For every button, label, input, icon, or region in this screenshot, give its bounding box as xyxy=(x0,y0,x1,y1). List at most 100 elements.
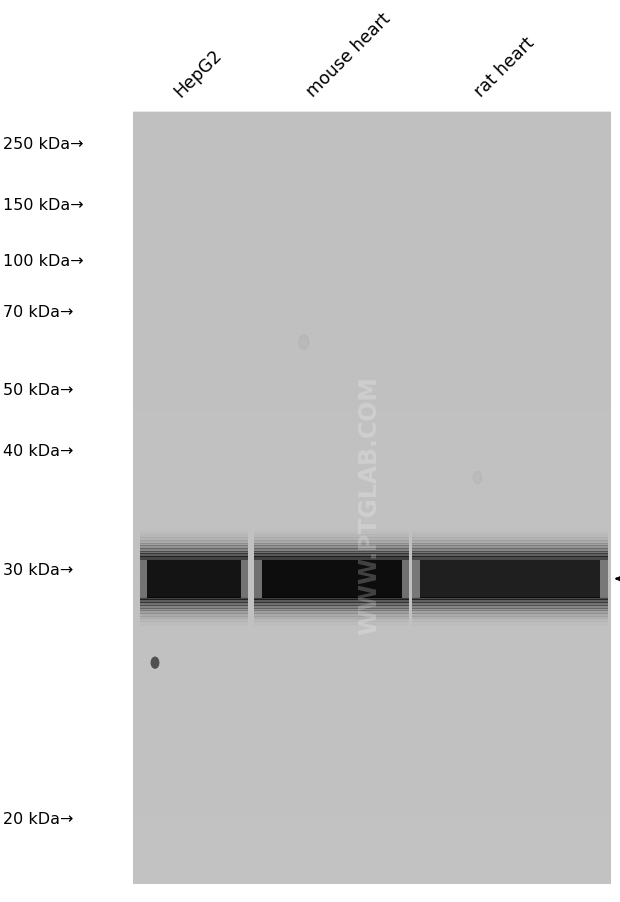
Bar xyxy=(412,608,608,612)
Bar xyxy=(412,527,608,530)
Bar xyxy=(140,608,248,612)
Text: mouse heart: mouse heart xyxy=(303,10,394,101)
Bar xyxy=(133,170,611,180)
Text: 150 kDa→: 150 kDa→ xyxy=(3,198,84,213)
Bar xyxy=(133,189,611,199)
Bar xyxy=(133,632,611,643)
Bar xyxy=(133,131,611,142)
Bar xyxy=(409,549,412,609)
Bar xyxy=(133,815,611,826)
Bar xyxy=(133,218,611,228)
Bar xyxy=(412,613,608,617)
Bar xyxy=(133,373,611,382)
Bar xyxy=(133,739,611,749)
Bar xyxy=(140,619,248,622)
Bar xyxy=(402,560,409,598)
Bar xyxy=(133,864,611,874)
Bar xyxy=(133,527,611,537)
Bar xyxy=(254,527,409,530)
Bar xyxy=(133,266,611,277)
Bar xyxy=(133,430,611,440)
Bar xyxy=(254,551,409,555)
Bar xyxy=(133,671,611,682)
Bar xyxy=(133,151,611,161)
Bar xyxy=(140,527,248,530)
Bar xyxy=(140,557,248,560)
Bar xyxy=(133,208,611,219)
Bar xyxy=(412,597,608,601)
Text: 70 kDa→: 70 kDa→ xyxy=(3,305,74,319)
Bar xyxy=(133,141,611,152)
Bar xyxy=(254,529,409,533)
Bar xyxy=(133,603,611,614)
Text: 100 kDa→: 100 kDa→ xyxy=(3,254,84,269)
Bar xyxy=(133,449,611,460)
Text: 40 kDa→: 40 kDa→ xyxy=(3,444,74,458)
Bar xyxy=(412,560,608,598)
Bar xyxy=(133,363,611,373)
Bar xyxy=(133,719,611,730)
Bar xyxy=(133,113,611,884)
Bar xyxy=(140,613,248,617)
Bar xyxy=(133,314,611,325)
Bar xyxy=(133,391,611,402)
Bar xyxy=(140,605,248,609)
Bar xyxy=(133,565,611,575)
Bar xyxy=(133,594,611,604)
Bar xyxy=(133,305,611,315)
Bar xyxy=(241,560,248,598)
Bar xyxy=(133,517,611,528)
Circle shape xyxy=(473,472,482,484)
Text: 50 kDa→: 50 kDa→ xyxy=(3,382,74,397)
Circle shape xyxy=(151,658,159,668)
Bar xyxy=(140,597,248,601)
Bar xyxy=(412,611,608,614)
Bar xyxy=(140,627,248,630)
Bar xyxy=(133,237,611,248)
Bar xyxy=(133,700,611,711)
Bar xyxy=(412,560,420,598)
Bar xyxy=(133,575,611,585)
Bar xyxy=(133,835,611,845)
Bar xyxy=(133,613,611,623)
Bar xyxy=(133,825,611,836)
Bar xyxy=(412,619,608,622)
Bar xyxy=(254,600,409,603)
Bar xyxy=(254,543,409,547)
Bar xyxy=(133,507,611,518)
Bar xyxy=(133,410,611,421)
Bar xyxy=(133,439,611,450)
Bar xyxy=(133,844,611,855)
Bar xyxy=(412,535,608,538)
Bar xyxy=(133,198,611,209)
Bar xyxy=(254,557,409,560)
Bar xyxy=(140,543,248,547)
Bar xyxy=(133,536,611,547)
Bar xyxy=(412,538,608,541)
Bar xyxy=(140,611,248,614)
Bar xyxy=(133,353,611,364)
Bar xyxy=(133,382,611,392)
Bar xyxy=(133,122,611,132)
Bar xyxy=(412,616,608,620)
Bar xyxy=(254,546,409,549)
Bar xyxy=(133,873,611,884)
Bar xyxy=(133,112,611,123)
Bar xyxy=(140,560,248,598)
Bar xyxy=(254,605,409,609)
Bar xyxy=(133,256,611,267)
Bar xyxy=(133,488,611,498)
Bar xyxy=(254,613,409,617)
Bar xyxy=(133,710,611,720)
Bar xyxy=(140,600,248,603)
Bar xyxy=(254,540,409,544)
Bar xyxy=(133,179,611,190)
Bar xyxy=(140,546,248,549)
Bar xyxy=(254,554,409,557)
Bar xyxy=(133,556,611,566)
Bar xyxy=(133,546,611,557)
Bar xyxy=(412,551,608,555)
Bar xyxy=(254,538,409,541)
Bar xyxy=(412,540,608,544)
Bar xyxy=(133,787,611,797)
